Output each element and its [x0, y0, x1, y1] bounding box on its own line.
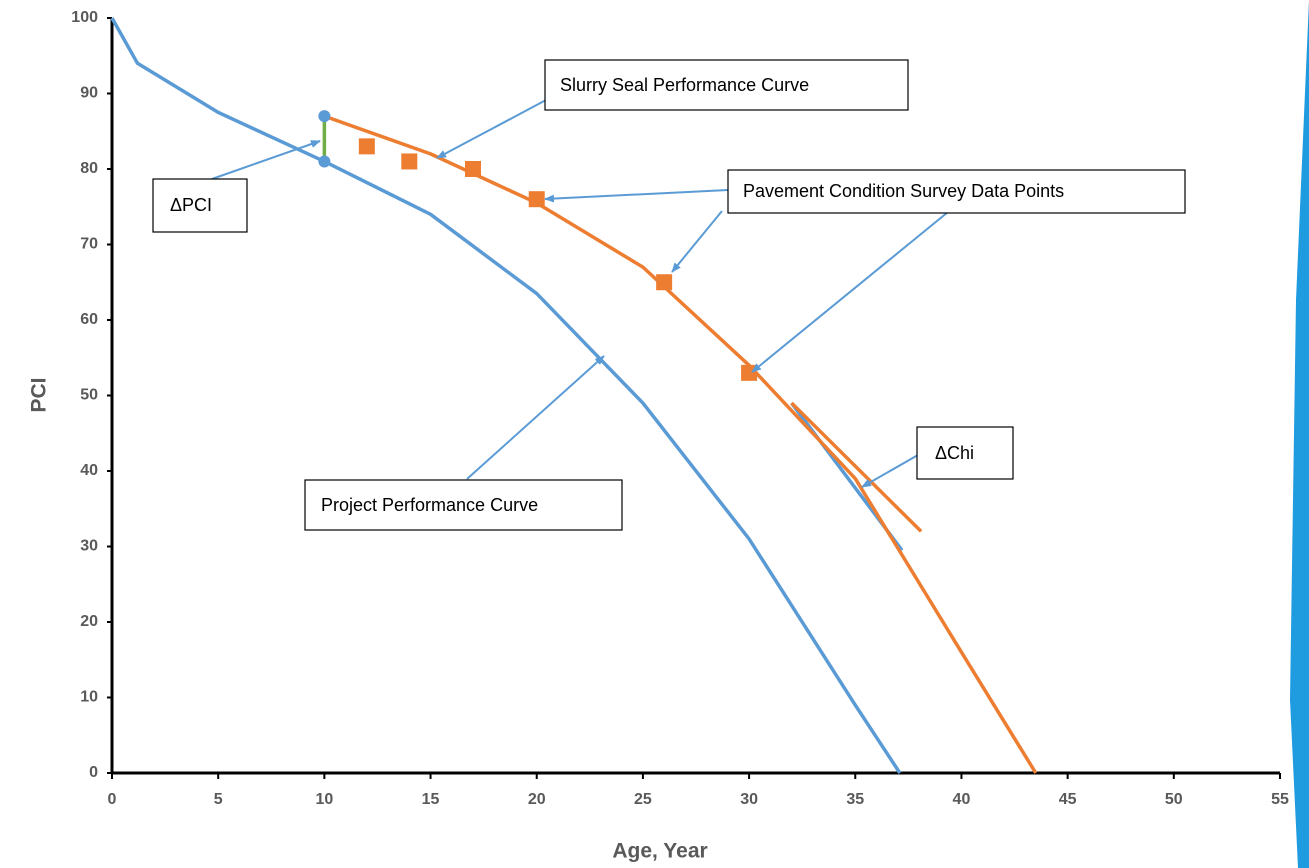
annotation: ΔPCI — [152, 178, 248, 233]
arrow — [466, 355, 605, 480]
series-line — [790, 401, 923, 533]
x-tick-label: 50 — [1165, 791, 1183, 808]
x-tick-label: 55 — [1271, 791, 1289, 808]
arrow — [436, 99, 547, 159]
y-tick-label: 80 — [80, 160, 98, 177]
annotation-box — [727, 169, 1186, 214]
annotation-text: Pavement Condition Survey Data Points — [743, 181, 1064, 201]
arrow — [544, 189, 729, 203]
arrow — [671, 210, 723, 273]
plot-area: 0 10 20 30 40 50 60 70 80 90 100 0 5 10 15 20 25 30 35 40 45… — [71, 9, 1289, 808]
arrow — [211, 140, 321, 180]
annotation-text: ΔChi — [935, 443, 974, 463]
y-tick-label: 50 — [80, 387, 98, 404]
x-tick-label: 30 — [740, 791, 758, 808]
x-tick-label: 45 — [1059, 791, 1077, 808]
x-tick-label: 0 — [108, 791, 117, 808]
slide-decoration — [1290, 0, 1309, 868]
x-axis-title: Age, Year — [612, 840, 707, 863]
annotation-arrows — [211, 99, 949, 488]
arrow — [751, 211, 949, 373]
x-tick-label: 25 — [634, 791, 652, 808]
y-axis-title: PCI — [28, 377, 51, 412]
series-line — [110, 17, 902, 774]
annotation-box — [916, 426, 1014, 480]
annotation-text: ΔPCI — [170, 195, 212, 215]
y-tick-label: 0 — [89, 764, 98, 781]
annotation-box — [152, 178, 248, 233]
series-line — [323, 114, 1038, 774]
y-tick-label: 40 — [80, 462, 98, 479]
annotation-text: Project Performance Curve — [321, 495, 538, 515]
data-point — [528, 191, 545, 208]
x-tick-label: 40 — [953, 791, 971, 808]
arrow — [861, 454, 919, 488]
y-tick-label: 20 — [80, 613, 98, 630]
x-tick-label: 20 — [528, 791, 546, 808]
annotation-box — [544, 59, 909, 111]
point-marker — [318, 110, 331, 123]
x-tick-label: 35 — [846, 791, 864, 808]
point-marker — [318, 155, 331, 168]
data-point — [465, 161, 482, 177]
y-tick-label: 70 — [80, 236, 98, 253]
annotation: Project Performance Curve — [304, 479, 623, 531]
data-point — [358, 138, 375, 155]
annotation: Slurry Seal Performance Curve — [544, 59, 909, 111]
annotation: Pavement Condition Survey Data Points — [727, 169, 1186, 214]
x-tick-label: 15 — [422, 791, 440, 808]
annotation-box — [304, 479, 623, 531]
y-tick-label: 90 — [80, 85, 98, 102]
y-tick-label: 10 — [80, 689, 98, 706]
y-tick-label: 30 — [80, 538, 98, 555]
data-point — [401, 153, 418, 170]
x-tick-label: 5 — [214, 791, 223, 808]
data-point — [741, 364, 758, 381]
annotation-text: Slurry Seal Performance Curve — [560, 75, 809, 95]
y-tick-label: 60 — [80, 311, 98, 328]
annotation: ΔChi — [916, 426, 1014, 480]
data-point — [656, 274, 673, 291]
x-tick-label: 10 — [315, 791, 333, 808]
y-tick-label: 100 — [71, 9, 98, 26]
